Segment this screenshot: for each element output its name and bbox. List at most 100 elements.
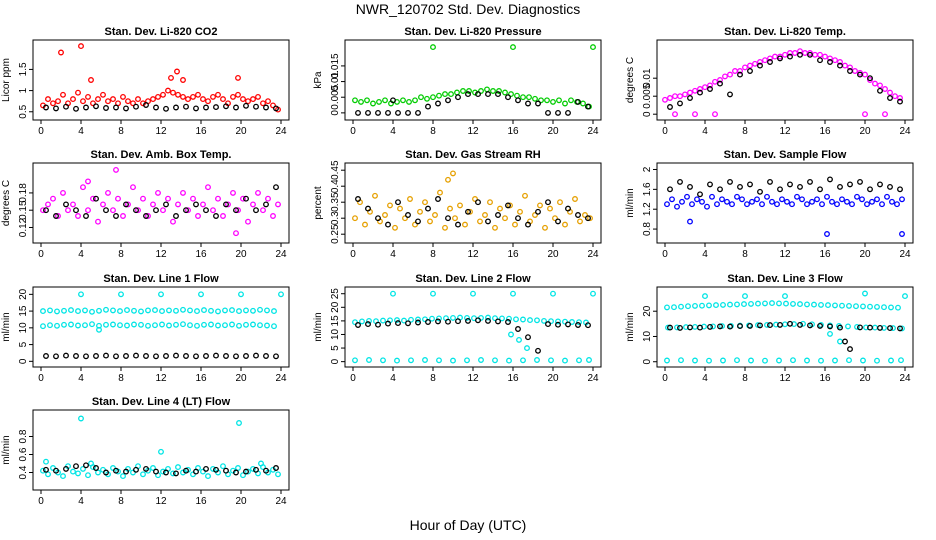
- data-point: [165, 195, 171, 202]
- y-tick-label: 5: [330, 345, 341, 351]
- data-point: [874, 357, 880, 364]
- series-1: [40, 291, 284, 333]
- y-axis-label: ml/min: [625, 188, 636, 217]
- data-point: [860, 357, 866, 364]
- data-point: [63, 201, 69, 208]
- data-point: [667, 324, 673, 331]
- data-point: [737, 68, 743, 74]
- data-point: [824, 193, 830, 200]
- data-point: [692, 357, 698, 364]
- data-point: [455, 94, 461, 101]
- data-point: [550, 290, 556, 297]
- data-point: [460, 88, 466, 94]
- data-point: [587, 215, 593, 222]
- panel-3: Stan. Dev. Li-820 Temp. degrees C 0 4 8 12 16 2…: [625, 26, 914, 137]
- panel-title: Stan. Dev. Sample Flow: [724, 149, 847, 161]
- data-point: [54, 322, 60, 329]
- data-point: [585, 215, 591, 222]
- data-point: [278, 291, 284, 298]
- data-point: [767, 178, 773, 185]
- data-point: [120, 213, 126, 219]
- data-point: [83, 353, 89, 360]
- data-point: [432, 212, 438, 218]
- y-tick-label: 1.2: [642, 202, 653, 216]
- data-point: [784, 198, 790, 205]
- data-point: [752, 60, 758, 67]
- data-point: [395, 109, 401, 116]
- data-point: [462, 221, 468, 228]
- panel-title: Stan. Dev. Line 4 (LT) Flow: [92, 396, 231, 408]
- data-point: [250, 465, 256, 472]
- data-point: [243, 307, 249, 314]
- x-tick-label: 24: [275, 496, 287, 507]
- data-point: [794, 193, 800, 200]
- data-point: [73, 353, 79, 359]
- data-point: [40, 207, 46, 214]
- data-point: [253, 103, 259, 110]
- y-tick-label: 0.4: [330, 179, 341, 193]
- data-point: [678, 357, 684, 364]
- data-point: [113, 104, 119, 111]
- data-point: [203, 104, 209, 111]
- data-point: [210, 93, 216, 100]
- data-point: [837, 183, 843, 190]
- data-point: [53, 467, 59, 474]
- y-tick-label: 0.3: [330, 211, 341, 225]
- data-point: [825, 302, 831, 309]
- data-point: [445, 176, 451, 183]
- data-point: [257, 322, 263, 329]
- x-tick-label: 24: [587, 373, 599, 384]
- data-point: [380, 357, 386, 364]
- data-point: [857, 324, 863, 331]
- data-point: [80, 184, 86, 191]
- data-point: [590, 44, 596, 51]
- x-tick-label: 16: [195, 249, 207, 260]
- data-point: [73, 105, 79, 112]
- data-point: [562, 100, 568, 107]
- data-point: [40, 467, 46, 474]
- data-point: [495, 212, 501, 218]
- y-axis-label: Licor ppm: [1, 58, 12, 102]
- data-point: [123, 105, 129, 112]
- data-point: [364, 97, 370, 104]
- data-point: [464, 314, 470, 321]
- data-point: [382, 212, 388, 218]
- data-point: [253, 466, 259, 473]
- data-point: [734, 301, 740, 308]
- data-point: [417, 208, 423, 215]
- data-point: [96, 307, 102, 314]
- y-tick-label: 0.4: [18, 465, 29, 479]
- data-point: [872, 324, 878, 331]
- data-point: [43, 104, 49, 111]
- data-point: [220, 213, 226, 219]
- data-point: [455, 318, 461, 325]
- data-point: [190, 93, 196, 100]
- series-1: [352, 170, 593, 231]
- data-point: [355, 322, 361, 328]
- data-point: [520, 94, 526, 101]
- data-point: [689, 201, 695, 208]
- data-point: [233, 230, 239, 237]
- data-point: [418, 94, 424, 101]
- figure-title: NWR_120702 Std. Dev. Diagnostics: [356, 1, 581, 17]
- data-point: [522, 192, 528, 199]
- data-point: [93, 465, 99, 471]
- data-point: [502, 215, 508, 222]
- data-point: [203, 207, 209, 214]
- x-tick-label: 12: [467, 126, 479, 137]
- data-point: [273, 105, 279, 112]
- data-point: [882, 86, 888, 92]
- data-point: [465, 91, 471, 98]
- x-tick-label: 16: [507, 126, 519, 137]
- x-tick-label: 16: [819, 249, 831, 260]
- x-tick-label: 8: [118, 249, 124, 260]
- data-point: [163, 353, 169, 359]
- data-point: [138, 308, 144, 315]
- data-point: [145, 322, 151, 329]
- data-point: [143, 102, 149, 108]
- x-tick-label: 0: [350, 126, 356, 137]
- data-point: [749, 198, 755, 205]
- data-point: [193, 105, 199, 112]
- data-point: [173, 470, 179, 477]
- data-point: [135, 96, 141, 103]
